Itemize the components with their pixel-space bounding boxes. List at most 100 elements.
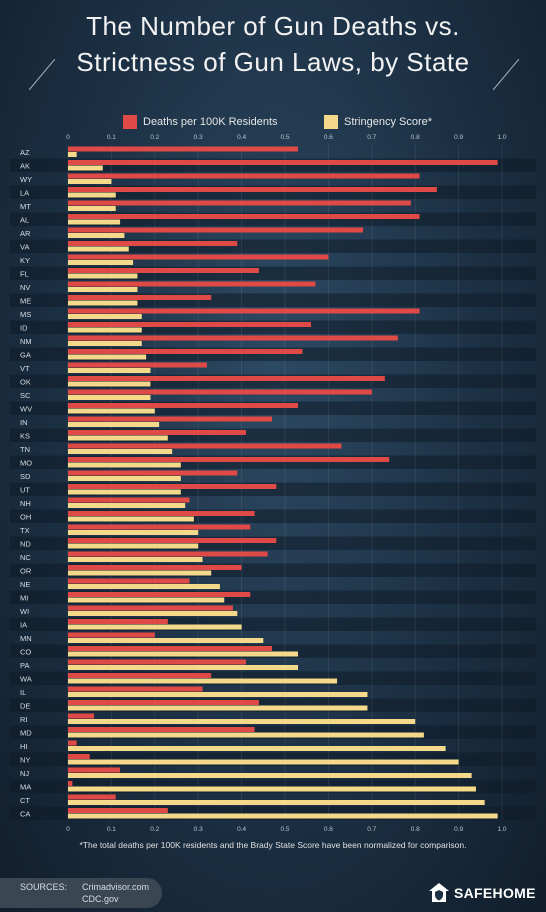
bar-deaths (68, 430, 246, 435)
state-label: MN (20, 634, 32, 643)
bar-stringency (68, 638, 264, 643)
state-label: DE (20, 702, 30, 711)
bar-deaths (68, 686, 203, 692)
bar-stringency (68, 786, 476, 792)
x-tick-label-top: 0.3 (194, 134, 203, 141)
state-label: NH (20, 499, 31, 508)
x-tick-label-bottom: 0.1 (107, 826, 116, 833)
bar-deaths (68, 254, 329, 260)
bar-stringency (68, 219, 121, 225)
state-label: WA (20, 675, 32, 684)
bar-deaths (68, 767, 121, 773)
x-tick-label-bottom: 0 (66, 826, 70, 833)
bar-deaths (68, 754, 90, 759)
bar-deaths (68, 241, 238, 246)
bar-stringency (68, 678, 338, 684)
bar-stringency (68, 260, 134, 265)
bar-deaths (68, 538, 277, 543)
bar-stringency (68, 449, 173, 454)
bar-deaths (68, 808, 168, 813)
x-tick-label-bottom: 0.3 (194, 826, 203, 833)
bar-deaths (68, 632, 155, 638)
x-tick-label-bottom: 0.7 (367, 826, 376, 833)
bar-stringency (68, 233, 125, 238)
bar-stringency (68, 395, 151, 400)
bar-stringency (68, 597, 225, 603)
state-label: NY (20, 756, 30, 765)
bar-deaths (68, 403, 299, 408)
bar-deaths (68, 457, 390, 462)
state-label: IA (20, 621, 27, 630)
state-label: MA (20, 783, 31, 792)
state-label: OH (20, 513, 31, 522)
x-tick-label-top: 0.9 (454, 134, 463, 141)
state-label: WY (20, 175, 32, 184)
state-label: MT (20, 202, 31, 211)
state-label: CO (20, 648, 31, 657)
state-label: KY (20, 256, 30, 265)
bar-deaths (68, 173, 420, 179)
bar-stringency (68, 327, 142, 333)
state-label: NC (20, 553, 31, 562)
bar-stringency (68, 584, 220, 589)
bar-stringency (68, 192, 116, 198)
x-tick-label-top: 0 (66, 134, 70, 141)
legend-item-deaths: Deaths per 100K Residents (123, 115, 278, 129)
x-tick-label-top: 0.1 (107, 134, 116, 141)
bar-deaths (68, 781, 73, 786)
bar-deaths (68, 443, 342, 449)
bar-deaths (68, 484, 277, 489)
bar-stringency (68, 341, 142, 346)
x-tick-label-top: 0.8 (411, 134, 420, 141)
bar-deaths (68, 362, 207, 368)
state-label: PA (20, 661, 29, 670)
bar-stringency (68, 732, 424, 738)
bar-stringency (68, 611, 238, 616)
x-tick-label-bottom: 0.2 (150, 826, 159, 833)
legend-label-stringency: Stringency Score* (344, 116, 433, 128)
bar-stringency (68, 206, 116, 211)
bar-stringency (68, 570, 212, 576)
bar-deaths (68, 322, 312, 327)
state-label: AK (20, 162, 30, 171)
bar-stringency (68, 503, 186, 508)
state-label: LA (20, 189, 29, 198)
bar-stringency (68, 422, 160, 427)
x-tick-label-bottom: 0.6 (324, 826, 333, 833)
state-label: OK (20, 378, 31, 387)
bar-deaths (68, 295, 212, 300)
title-line-1: The Number of Gun Deaths vs. (86, 11, 460, 41)
bar-deaths (68, 146, 299, 152)
bar-stringency (68, 719, 416, 724)
chart-title: The Number of Gun Deaths vs. Strictness … (0, 8, 546, 80)
state-label: TN (20, 445, 30, 454)
legend: Deaths per 100K Residents Stringency Sco… (0, 115, 546, 131)
bar-deaths (68, 470, 238, 476)
x-tick-label-top: 0.7 (367, 134, 376, 141)
bar-stringency (68, 759, 459, 765)
bar-deaths (68, 578, 190, 584)
legend-label-deaths: Deaths per 100K Residents (143, 116, 278, 128)
state-label: UT (20, 486, 30, 495)
state-label: NJ (20, 769, 29, 778)
sources-label: SOURCES: (20, 882, 68, 892)
state-label: SD (20, 472, 31, 481)
bar-stringency (68, 543, 199, 549)
bar-deaths (68, 376, 385, 381)
bar-deaths (68, 511, 255, 516)
bar-deaths (68, 551, 268, 557)
bar-deaths (68, 605, 233, 611)
bar-deaths (68, 497, 190, 503)
bar-deaths (68, 389, 372, 395)
bar-stringency (68, 476, 181, 481)
bar-deaths (68, 727, 255, 732)
sources-box: SOURCES: Crimadvisor.com CDC.gov (0, 878, 162, 908)
state-label: TX (20, 526, 30, 535)
x-tick-label-top: 0.6 (324, 134, 333, 141)
bar-stringency (68, 354, 147, 360)
state-label: ND (20, 540, 31, 549)
x-tick-label-top: 0.2 (150, 134, 159, 141)
bar-deaths (68, 659, 246, 665)
bar-deaths (68, 713, 95, 719)
state-label: GA (20, 351, 31, 360)
